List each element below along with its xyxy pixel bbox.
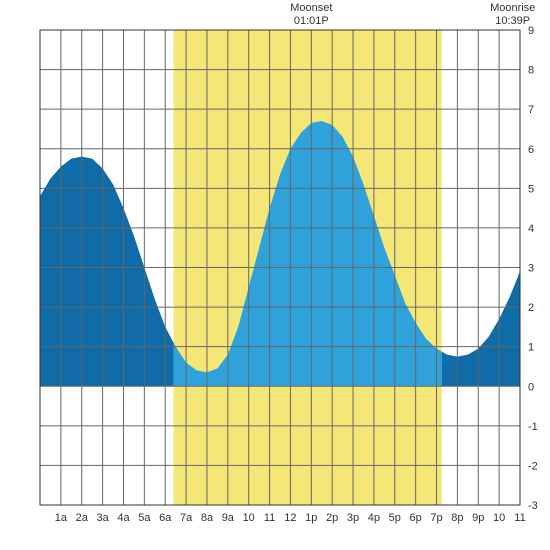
x-tick-label: 10 (243, 512, 255, 524)
x-tick-label: 1p (305, 512, 317, 524)
tide-chart: 1a2a3a4a5a6a7a8a9a1011121p2p3p4p5p6p7p8p… (0, 0, 550, 550)
y-tick-label: 1 (528, 342, 534, 354)
x-tick-label: 7p (430, 512, 442, 524)
moonrise-time: 10:39P (483, 15, 543, 28)
x-tick-label: 4p (368, 512, 380, 524)
x-tick-label: 10 (493, 512, 505, 524)
x-tick-label: 9a (222, 512, 235, 524)
y-tick-label: 6 (528, 144, 534, 156)
y-tick-label: 4 (528, 223, 534, 235)
x-tick-label: 3a (96, 512, 109, 524)
x-axis-labels: 1a 2a 3a 4a 5a 6a 7a 8a 9a 10 11 12 1p 2p 3p 4p 5p 6p 7p 8p… (55, 512, 526, 524)
x-tick-label: 3p (347, 512, 359, 524)
x-tick-label: 11 (514, 512, 525, 524)
x-tick-label: 7a (180, 512, 193, 524)
y-tick-label: 2 (528, 302, 534, 314)
moonrise-label: Moonrise (483, 2, 543, 15)
moonset-label: Moonset (281, 2, 341, 15)
y-tick-label: -1 (528, 421, 538, 433)
moonset-time: 01:01P (281, 15, 341, 28)
moonset-annotation: Moonset01:01P (281, 2, 341, 28)
x-tick-label: 6a (159, 512, 172, 524)
x-tick-label: 4a (117, 512, 130, 524)
y-tick-label: 3 (528, 263, 534, 275)
x-tick-label: 8a (201, 512, 214, 524)
x-tick-label: 6p (410, 512, 422, 524)
y-tick-label: -2 (528, 460, 538, 472)
x-tick-label: 5a (138, 512, 151, 524)
y-tick-label: 8 (528, 65, 534, 77)
y-tick-label: 5 (528, 183, 534, 195)
x-tick-label: 12 (284, 512, 296, 524)
x-tick-label: 2p (326, 512, 338, 524)
y-axis-labels: -3-2-10123456789 (528, 25, 538, 512)
x-tick-label: 2a (76, 512, 89, 524)
x-tick-label: 8p (451, 512, 463, 524)
y-tick-label: -3 (528, 500, 538, 512)
moonrise-annotation: Moonrise10:39P (483, 2, 543, 28)
y-tick-label: 7 (528, 104, 534, 116)
x-tick-label: 11 (264, 512, 275, 524)
y-tick-label: 0 (528, 381, 534, 393)
x-tick-label: 9p (472, 512, 484, 524)
x-tick-label: 5p (389, 512, 401, 524)
x-tick-label: 1a (55, 512, 68, 524)
